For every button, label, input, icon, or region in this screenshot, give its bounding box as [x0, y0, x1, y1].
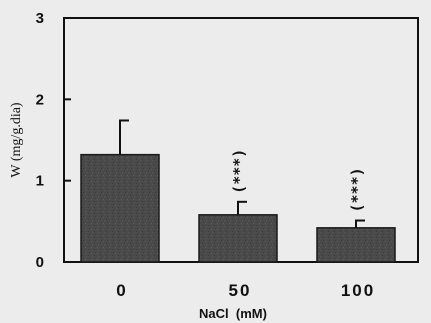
y-axis-title: W (mg/g.dia)	[9, 102, 24, 178]
significance-label-100: (***)	[348, 167, 366, 212]
x-axis-title: NaCl (mM)	[199, 306, 267, 321]
bar-50	[198, 214, 278, 263]
y-axis: 0 1 2 3	[36, 10, 71, 271]
x-axis: 0 50 100	[116, 281, 375, 300]
y-tick-label: 3	[36, 10, 44, 27]
bars-group: (***) (***)	[80, 119, 396, 263]
y-tick-label: 1	[36, 173, 44, 190]
significance-label-50: (***)	[230, 149, 248, 194]
x-tick-label-100: 100	[341, 281, 375, 300]
y-tick-label: 0	[36, 254, 44, 271]
x-tick-label-0: 0	[116, 281, 127, 300]
bar-100	[316, 227, 396, 263]
y-tick-label: 2	[36, 91, 44, 108]
bar-0	[80, 153, 160, 263]
x-tick-label-50: 50	[229, 281, 252, 300]
